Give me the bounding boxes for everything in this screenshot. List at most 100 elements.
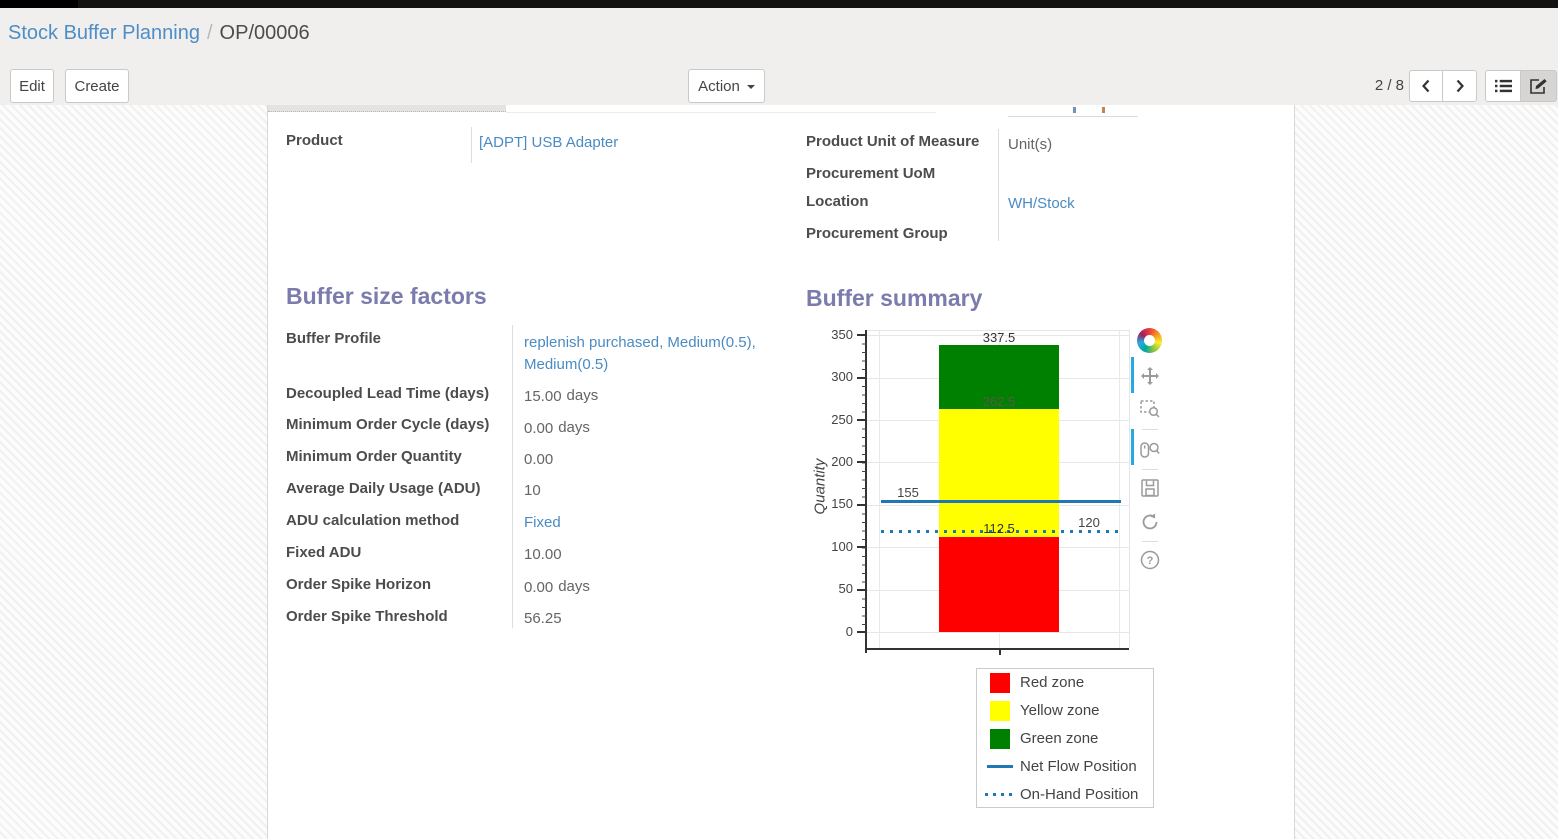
field-label-buffer-profile: Buffer Profile [286,330,382,347]
field-value-spike-horizon: 0.00 days [524,578,590,596]
form-view-button[interactable] [1521,70,1557,102]
field-value-min-order-cycle: 0.00 days [524,419,590,437]
section-title-buffer-size-factors: Buffer size factors [286,283,487,309]
field-value-spike-threshold: 56.25 [524,610,562,627]
field-label-spike-horizon: Order Spike Horizon [286,576,432,593]
list-view-button[interactable] [1485,70,1521,102]
bokeh-logo-hole [1144,335,1155,346]
wheel-zoom-icon[interactable] [1140,438,1162,460]
moc-suffix: days [558,419,590,436]
field-value-dlt: 15.00 days [524,387,598,405]
dlt-number: 15.00 [524,388,562,405]
green-zone-swatch [990,729,1010,749]
bar-top-label: 337.5 [982,330,1016,345]
on-hand-line-swatch [985,793,1015,796]
pager-next-button[interactable] [1443,70,1477,102]
chevron-left-icon [1422,79,1430,93]
field-label-location: Location [806,193,869,210]
form-background: Product [ADPT] USB Adapter Product Unit … [0,105,1558,839]
edit-button[interactable]: Edit [10,69,54,103]
field-value-adu: 10 [524,482,541,499]
chart-legend: Red zone Yellow zone Green zone Net Flow… [976,668,1154,808]
legend-label-yellow-zone: Yellow zone [1020,702,1100,719]
field-label-adu-method: ADU calculation method [286,512,460,529]
field-value-location-link[interactable]: WH/Stock [1008,195,1075,212]
field-separator [471,127,472,163]
field-value-buffer-profile-link[interactable]: replenish purchased, Medium(0.5), Medium… [524,334,756,373]
field-label-spike-threshold: Order Spike Threshold [286,608,448,625]
yellow-red-boundary-label: 112.5 [983,521,1015,536]
yellow-zone-bar [939,409,1059,537]
legend-label-red-zone: Red zone [1020,674,1085,691]
form-view-icon [1529,79,1547,94]
help-icon[interactable]: ? [1140,549,1162,571]
breadcrumb-parent-link[interactable]: Stock Buffer Planning [8,22,200,44]
clipped-row-line [506,112,936,113]
box-zoom-icon[interactable] [1140,398,1162,420]
field-label-dlt: Decoupled Lead Time (days) [286,385,490,402]
red-zone-bar [939,537,1059,632]
red-zone-swatch [990,673,1010,693]
field-label-procurement-uom: Procurement UoM [806,165,936,182]
field-label-product: Product [286,132,343,149]
top-navbar-segment [0,0,78,8]
top-navbar [0,0,1558,8]
osh-suffix: days [558,578,590,595]
yellow-zone-swatch [990,701,1010,721]
field-value-adu-method-link[interactable]: Fixed [524,514,561,531]
toolbar-separator [1142,429,1158,430]
view-switcher-group [1485,70,1557,102]
clipped-row-line [1008,116,1138,117]
chart-y-axis-title: Quantity [811,458,829,515]
chevron-right-icon [1456,79,1464,93]
legend-label-on-hand: On-Hand Position [1020,786,1139,803]
field-value-product-link[interactable]: [ADPT] USB Adapter [479,134,619,151]
reset-icon[interactable] [1140,511,1162,533]
list-view-icon [1494,79,1512,93]
field-value-min-order-qty: 0.00 [524,451,554,468]
clipped-text-fragment [1073,107,1076,113]
pager-previous-button[interactable] [1409,70,1443,102]
net-flow-value-label: 155 [897,485,919,500]
on-hand-value-label: 120 [1078,515,1100,530]
osh-number: 0.00 [524,579,554,596]
field-label-min-order-cycle: Minimum Order Cycle (days) [286,416,490,433]
field-separator [998,129,999,241]
field-label-product-uom: Product Unit of Measure [806,133,980,150]
clipped-text-fragment [1102,107,1105,113]
green-yellow-boundary-label: 262.5 [982,394,1016,409]
control-panel: Stock Buffer Planning / OP/00006 Edit Crea… [0,8,1558,105]
legend-label-green-zone: Green zone [1020,730,1099,747]
breadcrumb-separator: / [206,22,213,44]
field-label-min-order-qty: Minimum Order Quantity [286,448,462,465]
pan-active-indicator [1131,357,1134,393]
net-flow-position-line [881,500,1121,503]
pan-icon[interactable] [1140,365,1162,387]
form-sheet: Product [ADPT] USB Adapter Product Unit … [267,105,1295,839]
save-icon[interactable] [1140,477,1162,499]
on-hand-position-line [881,530,1119,533]
field-label-procurement-group: Procurement Group [806,225,948,242]
clipped-statusbar-fragment [268,105,506,112]
section-title-buffer-summary: Buffer summary [806,285,983,311]
field-label-fixed-adu: Fixed ADU [286,544,362,561]
breadcrumb: Stock Buffer Planning / OP/00006 [8,22,310,45]
field-separator [512,325,513,628]
pager-nav-group [1409,70,1477,102]
create-button[interactable]: Create [65,69,129,103]
caret-down-icon [746,84,755,89]
toolbar-separator [1142,469,1158,470]
dlt-suffix: days [566,387,599,404]
breadcrumb-current: OP/00006 [219,22,310,44]
field-value-product-uom: Unit(s) [1008,136,1053,153]
green-zone-bar [939,345,1059,409]
field-label-adu: Average Daily Usage (ADU) [286,480,481,497]
svg-text:?: ? [1147,555,1154,567]
action-dropdown-button[interactable]: Action [688,69,765,103]
field-value-fixed-adu: 10.00 [524,546,562,563]
action-label: Action [698,77,740,95]
wheel-zoom-active-indicator [1131,429,1134,465]
net-flow-line-swatch [987,765,1013,768]
bokeh-logo-icon[interactable] [1137,328,1162,353]
